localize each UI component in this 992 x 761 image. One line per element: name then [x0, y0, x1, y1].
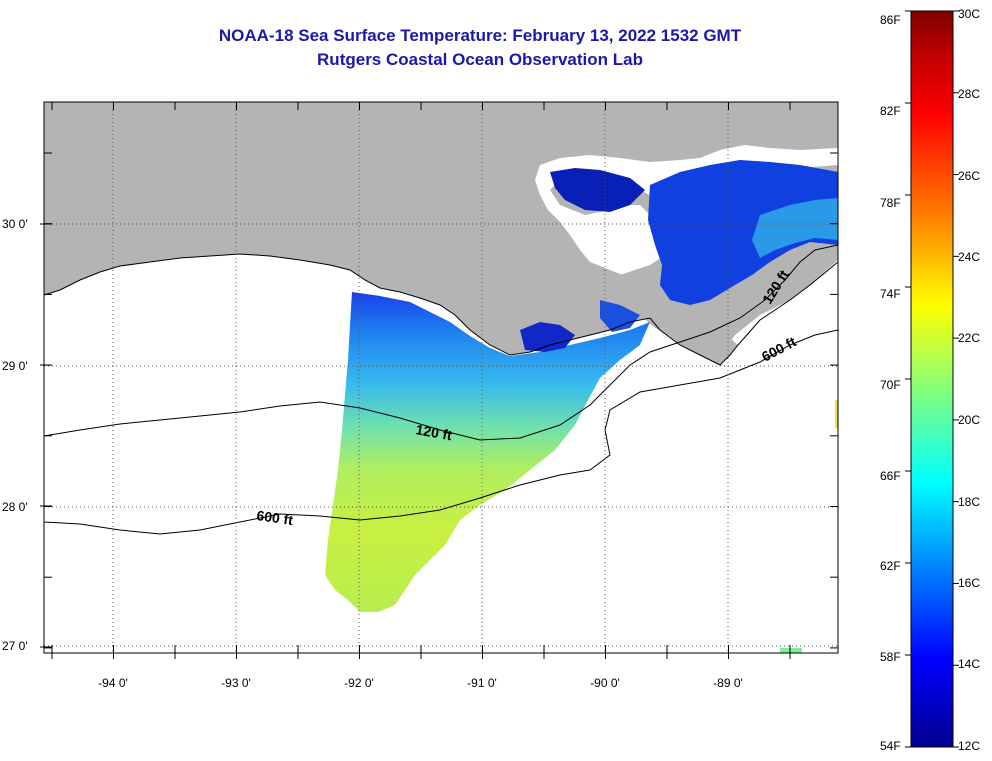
colorbar-c-label: 14C: [958, 657, 980, 671]
lon-label: -91 0': [467, 676, 497, 690]
contour-label-120-west: 120 ft: [414, 421, 453, 443]
lat-label: 29 0': [2, 359, 28, 373]
lat-label: 28 0': [2, 500, 28, 514]
lon-label: -92 0': [344, 676, 374, 690]
colorbar: 86F 82F 78F 74F 70F 66F 62F 58F 54F 30C …: [880, 7, 980, 753]
colorbar-c-label: 24C: [958, 250, 980, 264]
lon-label: -93 0': [221, 676, 251, 690]
colorbar-gradient: [910, 10, 954, 748]
colorbar-f-label: 66F: [880, 469, 901, 483]
colorbar-f-label: 82F: [880, 104, 901, 118]
lat-label: 30 0': [2, 217, 28, 231]
colorbar-f-label: 70F: [880, 378, 901, 392]
colorbar-c-label: 30C: [958, 7, 980, 21]
contour-120ft: [44, 244, 838, 441]
colorbar-c-label: 16C: [958, 576, 980, 590]
contour-label-600-west: 600 ft: [256, 507, 295, 528]
lon-label: -89 0': [713, 676, 743, 690]
map-title: NOAA-18 Sea Surface Temperature: Februar…: [218, 26, 742, 45]
lon-label: -90 0': [590, 676, 620, 690]
colorbar-f-label: 74F: [880, 287, 901, 301]
lat-label: 27 0': [2, 639, 28, 653]
map-frame: [43, 101, 839, 654]
colorbar-c-label: 20C: [958, 413, 980, 427]
colorbar-f-label: 78F: [880, 196, 901, 210]
coastline: [44, 253, 838, 366]
sst-swath-west: [325, 292, 650, 612]
colorbar-f-label: 54F: [880, 739, 901, 753]
colorbar-c-label: 18C: [958, 495, 980, 509]
map-subtitle: Rutgers Coastal Ocean Observation Lab: [317, 50, 643, 69]
lon-label: -94 0': [98, 676, 128, 690]
colorbar-c-label: 22C: [958, 331, 980, 345]
axis-ticks: [40, 102, 838, 659]
contour-600ft: [44, 329, 838, 535]
colorbar-f-label: 86F: [880, 13, 901, 27]
colorbar-c-label: 26C: [958, 169, 980, 183]
colorbar-f-label: 58F: [880, 650, 901, 664]
map-grid: [44, 102, 838, 653]
map-panel: [44, 102, 838, 653]
colorbar-f-label: 62F: [880, 559, 901, 573]
sst-swath-east: [648, 160, 838, 305]
colorbar-c-label: 28C: [958, 87, 980, 101]
colorbar-c-label: 12C: [958, 739, 980, 753]
